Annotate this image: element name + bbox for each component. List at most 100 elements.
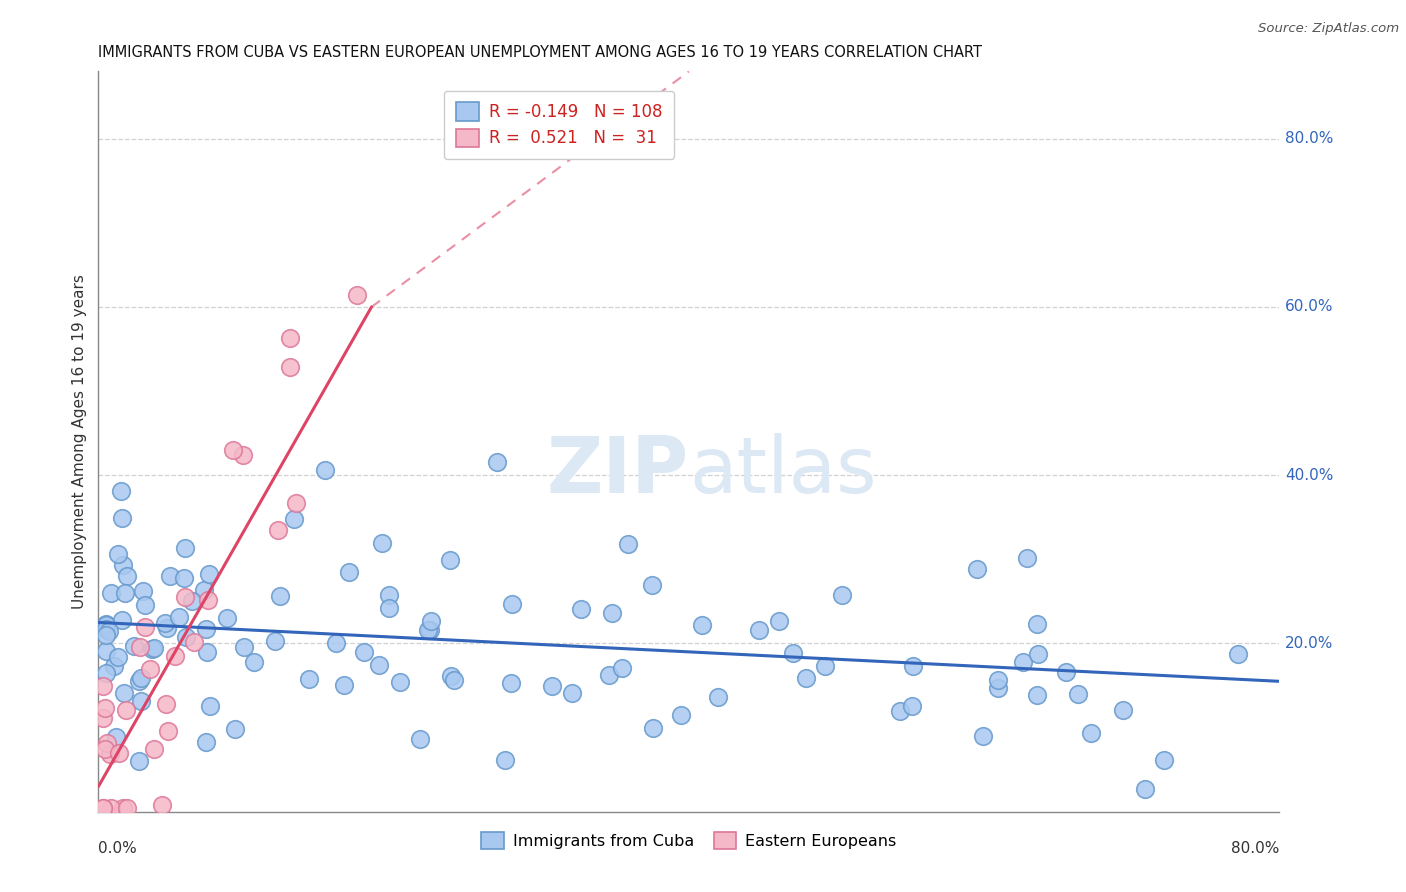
Point bbox=[278, 330, 301, 344]
Point bbox=[107, 650, 129, 665]
Text: 40.0%: 40.0% bbox=[1285, 467, 1334, 483]
Point bbox=[91, 711, 114, 725]
Point bbox=[285, 496, 308, 510]
Point bbox=[112, 800, 135, 814]
Point bbox=[1226, 648, 1249, 662]
Point bbox=[1111, 703, 1133, 717]
Point bbox=[94, 701, 117, 715]
Point bbox=[794, 671, 817, 685]
Point bbox=[155, 697, 177, 711]
Point bbox=[269, 589, 291, 603]
Point bbox=[107, 548, 129, 562]
Point bbox=[128, 673, 150, 688]
Point bbox=[813, 658, 835, 673]
Point bbox=[103, 659, 125, 673]
Point bbox=[901, 659, 924, 673]
Point bbox=[98, 624, 121, 638]
Point bbox=[115, 800, 138, 814]
Point bbox=[107, 746, 129, 760]
Point bbox=[115, 703, 138, 717]
Point bbox=[232, 449, 254, 463]
Point bbox=[159, 568, 181, 582]
Point bbox=[267, 523, 290, 537]
Point bbox=[134, 620, 156, 634]
Point bbox=[174, 590, 197, 604]
Point bbox=[131, 584, 153, 599]
Point bbox=[419, 623, 441, 637]
Point bbox=[1054, 665, 1077, 680]
Text: 60.0%: 60.0% bbox=[1285, 300, 1334, 314]
Point bbox=[440, 668, 463, 682]
Point bbox=[409, 732, 432, 747]
Point bbox=[157, 724, 180, 739]
Text: atlas: atlas bbox=[689, 434, 876, 509]
Point bbox=[640, 578, 662, 592]
Point bbox=[485, 455, 508, 469]
Point bbox=[298, 673, 321, 687]
Point bbox=[134, 598, 156, 612]
Point bbox=[91, 800, 114, 814]
Point bbox=[388, 674, 411, 689]
Point bbox=[142, 742, 165, 756]
Point bbox=[314, 463, 336, 477]
Text: ZIP: ZIP bbox=[547, 434, 689, 509]
Point bbox=[197, 593, 219, 607]
Point bbox=[439, 552, 461, 566]
Point bbox=[96, 736, 118, 750]
Point bbox=[174, 630, 197, 644]
Text: IMMIGRANTS FROM CUBA VS EASTERN EUROPEAN UNEMPLOYMENT AMONG AGES 16 TO 19 YEARS : IMMIGRANTS FROM CUBA VS EASTERN EUROPEAN… bbox=[98, 45, 983, 61]
Point bbox=[346, 288, 368, 302]
Point bbox=[1133, 782, 1156, 797]
Point bbox=[94, 622, 117, 636]
Text: 0.0%: 0.0% bbox=[98, 841, 138, 856]
Point bbox=[128, 754, 150, 768]
Point bbox=[263, 634, 285, 648]
Legend: Immigrants from Cuba, Eastern Europeans: Immigrants from Cuba, Eastern Europeans bbox=[475, 825, 903, 855]
Point bbox=[91, 679, 114, 693]
Point bbox=[1080, 725, 1102, 739]
Point bbox=[416, 623, 439, 637]
Point bbox=[91, 800, 114, 814]
Point bbox=[987, 673, 1010, 688]
Point bbox=[377, 600, 399, 615]
Point bbox=[150, 797, 173, 812]
Point bbox=[900, 699, 922, 714]
Point bbox=[139, 662, 162, 676]
Point bbox=[987, 681, 1010, 695]
Point bbox=[368, 658, 391, 673]
Point bbox=[889, 704, 911, 718]
Point bbox=[195, 645, 218, 659]
Point bbox=[94, 741, 117, 756]
Text: 80.0%: 80.0% bbox=[1285, 131, 1334, 146]
Point bbox=[420, 614, 443, 628]
Point bbox=[94, 628, 117, 642]
Point bbox=[499, 676, 522, 690]
Point bbox=[569, 602, 592, 616]
Point bbox=[198, 699, 221, 714]
Point bbox=[195, 735, 218, 749]
Point bbox=[142, 641, 165, 656]
Point bbox=[174, 541, 197, 555]
Point bbox=[501, 598, 523, 612]
Text: 20.0%: 20.0% bbox=[1285, 636, 1334, 651]
Point bbox=[195, 622, 218, 636]
Point bbox=[1011, 655, 1033, 669]
Point bbox=[122, 639, 145, 653]
Point bbox=[972, 730, 994, 744]
Text: 80.0%: 80.0% bbox=[1232, 841, 1279, 856]
Point bbox=[748, 623, 770, 637]
Y-axis label: Unemployment Among Ages 16 to 19 years: Unemployment Among Ages 16 to 19 years bbox=[72, 274, 87, 609]
Point bbox=[325, 636, 347, 650]
Point bbox=[1026, 616, 1049, 631]
Point bbox=[332, 677, 354, 691]
Point bbox=[111, 558, 134, 572]
Point bbox=[221, 443, 243, 458]
Point bbox=[378, 588, 401, 602]
Point bbox=[232, 640, 254, 654]
Point bbox=[163, 648, 186, 663]
Point bbox=[129, 694, 152, 708]
Point bbox=[111, 613, 134, 627]
Point bbox=[215, 610, 238, 624]
Point bbox=[193, 583, 215, 598]
Point bbox=[598, 668, 620, 682]
